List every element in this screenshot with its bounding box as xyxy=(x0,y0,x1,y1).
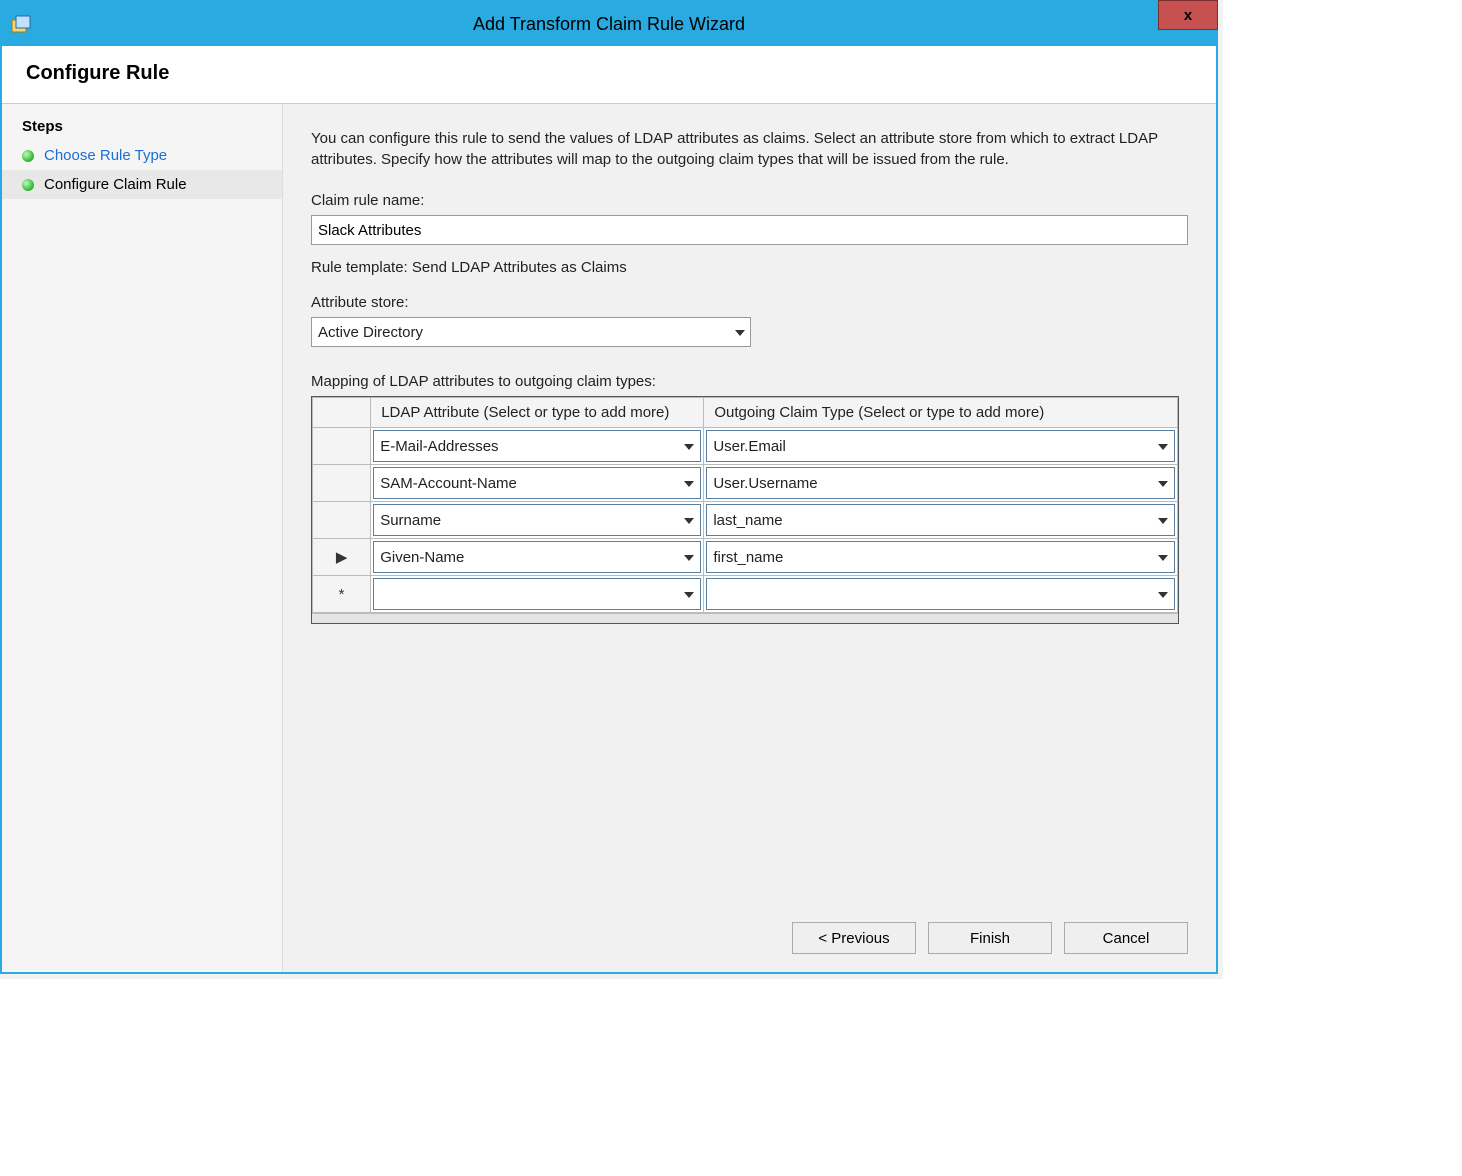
row-marker[interactable] xyxy=(313,428,371,465)
main-panel: You can configure this rule to send the … xyxy=(282,104,1216,972)
chevron-down-icon xyxy=(1158,550,1168,564)
claim-rule-name-input[interactable] xyxy=(311,215,1188,245)
table-row: ▶ Given-Name first_name xyxy=(313,539,1178,576)
previous-button[interactable]: < Previous xyxy=(792,922,916,954)
step-configure-claim-rule[interactable]: Configure Claim Rule xyxy=(2,170,282,199)
claim-type-cell[interactable]: first_name xyxy=(706,541,1175,573)
page-title: Configure Rule xyxy=(2,46,1216,104)
claim-type-cell[interactable]: User.Username xyxy=(706,467,1175,499)
chevron-down-icon xyxy=(1158,513,1168,527)
chevron-down-icon xyxy=(684,587,694,601)
table-row: E-Mail-Addresses User.Email xyxy=(313,428,1178,465)
attribute-store-select[interactable]: Active Directory xyxy=(311,317,751,347)
table-row: * xyxy=(313,576,1178,613)
ldap-attribute-cell[interactable] xyxy=(373,578,701,610)
chevron-down-icon xyxy=(735,325,745,339)
claim-type-cell[interactable]: User.Email xyxy=(706,430,1175,462)
step-label: Configure Claim Rule xyxy=(44,176,187,193)
attribute-store-label: Attribute store: xyxy=(311,294,1188,311)
chevron-down-icon xyxy=(1158,439,1168,453)
step-bullet-icon xyxy=(22,150,34,162)
steps-header: Steps xyxy=(2,112,282,141)
col-outgoing-claim-type[interactable]: Outgoing Claim Type (Select or type to a… xyxy=(704,398,1178,428)
attribute-store-value: Active Directory xyxy=(318,324,423,341)
finish-button[interactable]: Finish xyxy=(928,922,1052,954)
cancel-button[interactable]: Cancel xyxy=(1064,922,1188,954)
rule-template-text: Rule template: Send LDAP Attributes as C… xyxy=(311,259,1188,276)
chevron-down-icon xyxy=(684,550,694,564)
window-title: Add Transform Claim Rule Wizard xyxy=(473,14,745,35)
titlebar[interactable]: Add Transform Claim Rule Wizard x xyxy=(2,2,1216,46)
claim-type-cell[interactable]: last_name xyxy=(706,504,1175,536)
ldap-attribute-cell[interactable]: SAM-Account-Name xyxy=(373,467,701,499)
cell-value: first_name xyxy=(713,549,783,566)
chevron-down-icon xyxy=(1158,587,1168,601)
cell-value: Given-Name xyxy=(380,549,464,566)
mapping-grid: LDAP Attribute (Select or type to add mo… xyxy=(311,396,1179,624)
claim-rule-name-label: Claim rule name: xyxy=(311,192,1188,209)
table-corner xyxy=(313,398,371,428)
cell-value: E-Mail-Addresses xyxy=(380,438,498,455)
close-button[interactable]: x xyxy=(1158,0,1218,30)
claim-type-cell[interactable] xyxy=(706,578,1175,610)
grid-scrollbar[interactable] xyxy=(312,613,1178,623)
wizard-window: Add Transform Claim Rule Wizard x Config… xyxy=(0,0,1218,974)
chevron-down-icon xyxy=(1158,476,1168,490)
mapping-label: Mapping of LDAP attributes to outgoing c… xyxy=(311,373,1188,390)
app-icon xyxy=(10,12,34,36)
chevron-down-icon xyxy=(684,439,694,453)
step-bullet-icon xyxy=(22,179,34,191)
ldap-attribute-cell[interactable]: E-Mail-Addresses xyxy=(373,430,701,462)
footer-buttons: < Previous Finish Cancel xyxy=(792,922,1188,954)
cell-value: User.Email xyxy=(713,438,786,455)
cell-value: SAM-Account-Name xyxy=(380,475,517,492)
col-ldap-attribute[interactable]: LDAP Attribute (Select or type to add mo… xyxy=(371,398,704,428)
cell-value: last_name xyxy=(713,512,782,529)
step-label[interactable]: Choose Rule Type xyxy=(44,147,167,164)
ldap-attribute-cell[interactable]: Surname xyxy=(373,504,701,536)
cell-value: Surname xyxy=(380,512,441,529)
table-row: Surname last_name xyxy=(313,502,1178,539)
row-marker[interactable]: ▶ xyxy=(313,539,371,576)
chevron-down-icon xyxy=(684,513,694,527)
description-text: You can configure this rule to send the … xyxy=(311,128,1188,170)
ldap-attribute-cell[interactable]: Given-Name xyxy=(373,541,701,573)
step-choose-rule-type[interactable]: Choose Rule Type xyxy=(2,141,282,170)
body: Steps Choose Rule Type Configure Claim R… xyxy=(2,104,1216,972)
steps-sidebar: Steps Choose Rule Type Configure Claim R… xyxy=(2,104,282,972)
chevron-down-icon xyxy=(684,476,694,490)
row-marker[interactable]: * xyxy=(313,576,371,613)
table-row: SAM-Account-Name User.Username xyxy=(313,465,1178,502)
row-marker[interactable] xyxy=(313,502,371,539)
row-marker[interactable] xyxy=(313,465,371,502)
cell-value: User.Username xyxy=(713,475,817,492)
